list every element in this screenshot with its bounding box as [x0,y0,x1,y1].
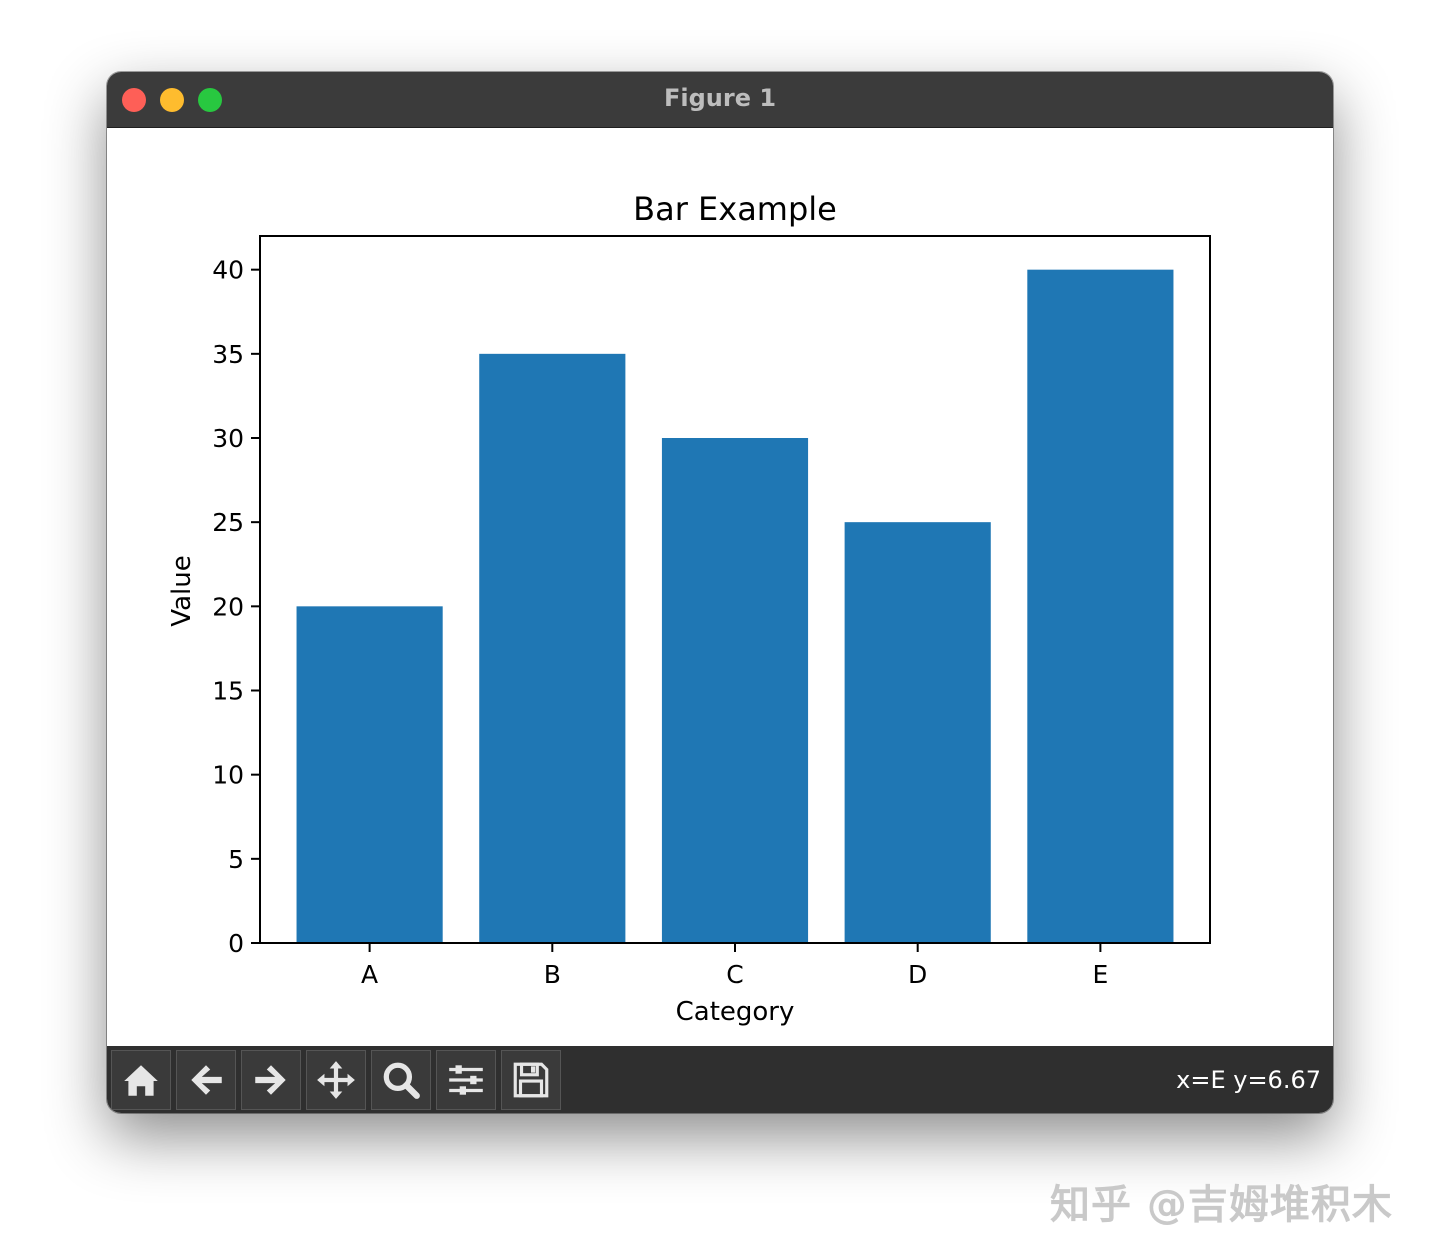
cursor-coordinates: x=E y=6.67 [1176,1066,1321,1094]
y-tick-label: 25 [212,508,244,537]
home-icon [124,1065,158,1096]
x-tick-label: E [1092,960,1108,989]
x-tick-label: A [361,960,378,989]
figure-canvas[interactable]: Bar Example 0 5 10 15 20 25 30 35 40 A B C D E Value… [107,128,1333,1046]
y-tick-label: 0 [228,929,244,958]
navigation-toolbar: x=E y=6.67 [107,1046,1333,1113]
close-window-button[interactable] [122,88,146,112]
bar-chart: Bar Example 0 5 10 15 20 25 30 35 40 A B C D E Value… [167,190,1211,1027]
bar-D [844,522,991,943]
minimize-window-button[interactable] [160,88,184,112]
y-tick-label: 30 [212,424,244,453]
plot-area-frame [259,235,1211,944]
y-tick-label: 10 [212,761,244,790]
bar-A [296,606,443,943]
arrow-right-icon [255,1065,286,1095]
save-button[interactable] [501,1050,561,1110]
move-icon [317,1061,355,1099]
maximize-window-button[interactable] [198,88,222,112]
y-tick-label: 15 [212,677,244,706]
magnifier-icon [383,1062,420,1099]
home-button[interactable] [111,1050,171,1110]
arrow-left-icon [191,1065,222,1095]
bar-E [1027,269,1174,943]
bar-C [661,438,809,943]
bar-B [479,353,626,943]
pan-button[interactable] [306,1050,366,1110]
chart-title: Bar Example [633,190,837,228]
y-axis-label: Value [167,555,197,626]
sliders-icon [449,1065,483,1095]
x-axis-label: Category [676,997,795,1027]
forward-button[interactable] [241,1050,301,1110]
y-tick-label: 35 [212,340,244,369]
x-tick-label: C [726,960,743,989]
configure-subplots-button[interactable] [436,1050,496,1110]
y-tick-label: 40 [212,256,244,285]
y-tick-label: 20 [212,592,244,621]
x-tick-label: B [544,960,561,989]
watermark: 知乎 @吉姆堆积木 [1050,1182,1393,1228]
y-tick-label: 5 [228,845,244,874]
title-bar: Figure 1 [107,72,1333,128]
zoom-button[interactable] [371,1050,431,1110]
back-button[interactable] [176,1050,236,1110]
floppy-icon [513,1062,549,1098]
window-title: Figure 1 [663,84,777,112]
x-tick-label: D [908,960,927,989]
